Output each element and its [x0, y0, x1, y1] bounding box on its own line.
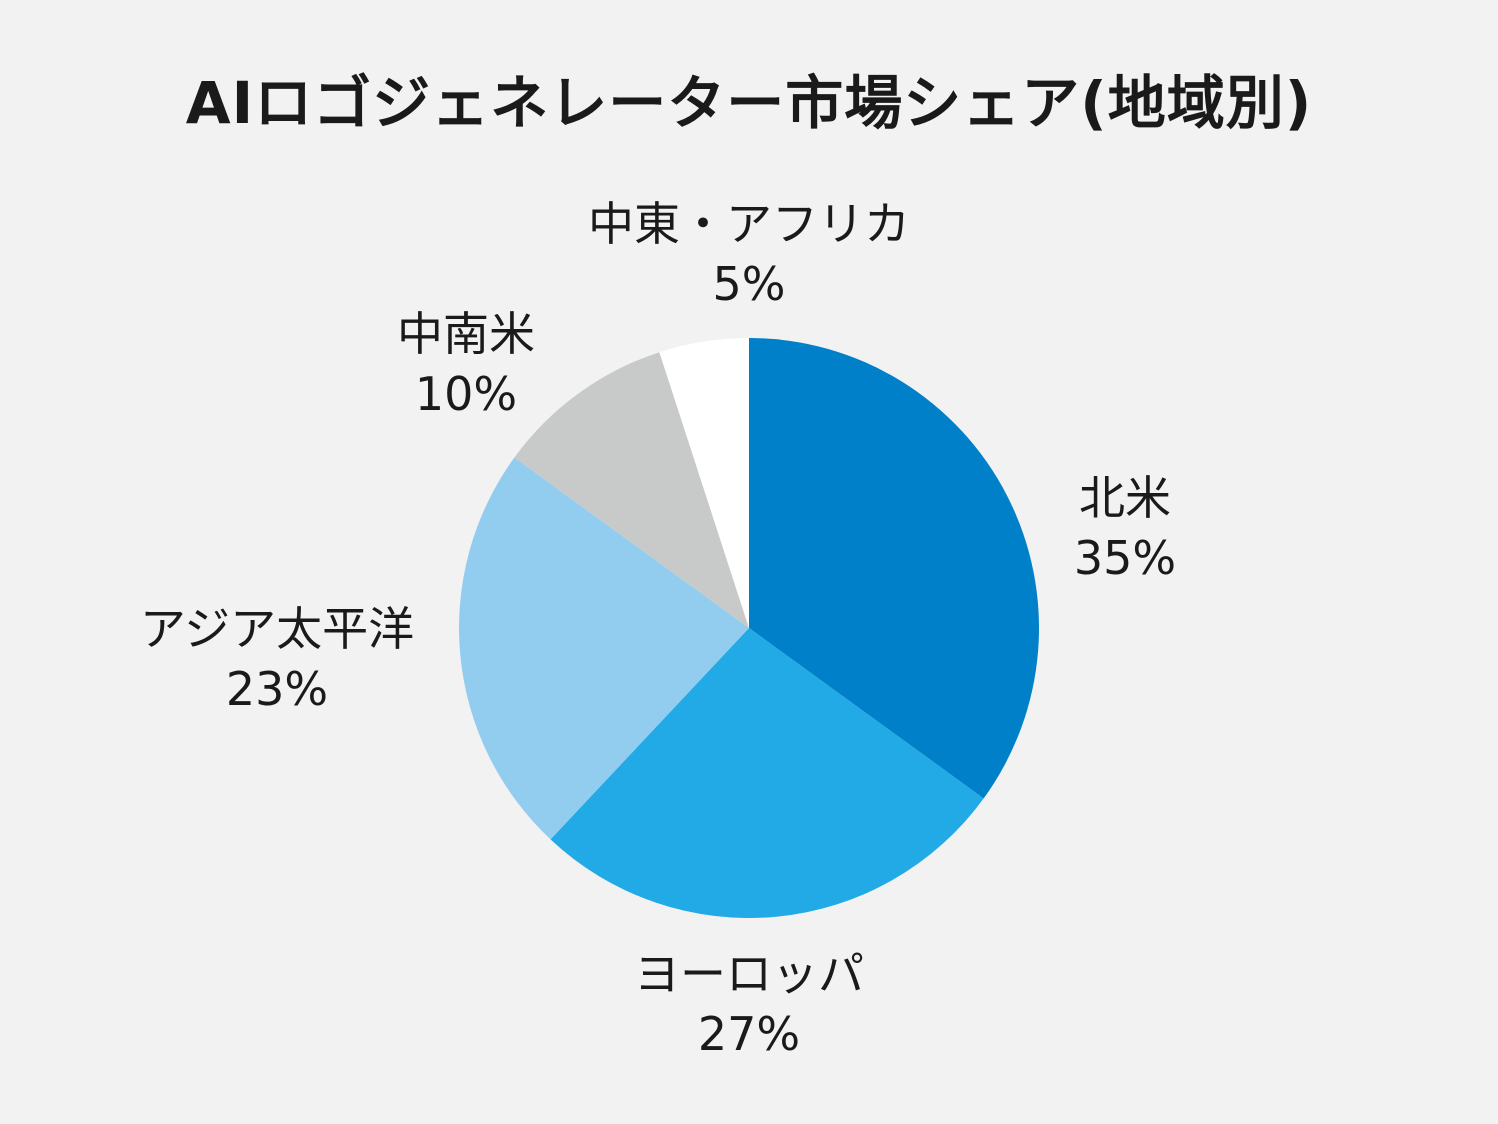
slice-label-name-3: アジア太平洋	[140, 602, 414, 656]
slice-label-value-2: 27%	[698, 1007, 800, 1061]
pie-slice-3	[459, 457, 749, 840]
slice-label-name-4: 中南米	[397, 307, 535, 361]
pie-slice-1	[749, 338, 1039, 799]
pie-labels: 北米 35% ヨーロッパ 27% アジア太平洋 23% 中南米 10% 中東・アフリカ 5%	[140, 197, 1176, 1061]
slice-label-value-4: 10%	[415, 367, 517, 421]
chart-title: AIロゴジェネレーター市場シェア(地域別)	[185, 69, 1313, 137]
slice-label-name-1: 北米	[1079, 471, 1171, 525]
slice-label-name-5: 中東・アフリカ	[588, 197, 910, 251]
slice-label-value-3: 23%	[226, 662, 328, 716]
slice-label-value-5: 5%	[713, 257, 786, 311]
pie-slice-4	[514, 352, 749, 628]
pie-slices	[459, 338, 1039, 918]
pie-slice-2	[550, 628, 984, 918]
slice-label-name-2: ヨーロッパ	[634, 947, 864, 1001]
slice-label-value-1: 35%	[1074, 531, 1176, 585]
pie-slice-5	[659, 338, 749, 628]
